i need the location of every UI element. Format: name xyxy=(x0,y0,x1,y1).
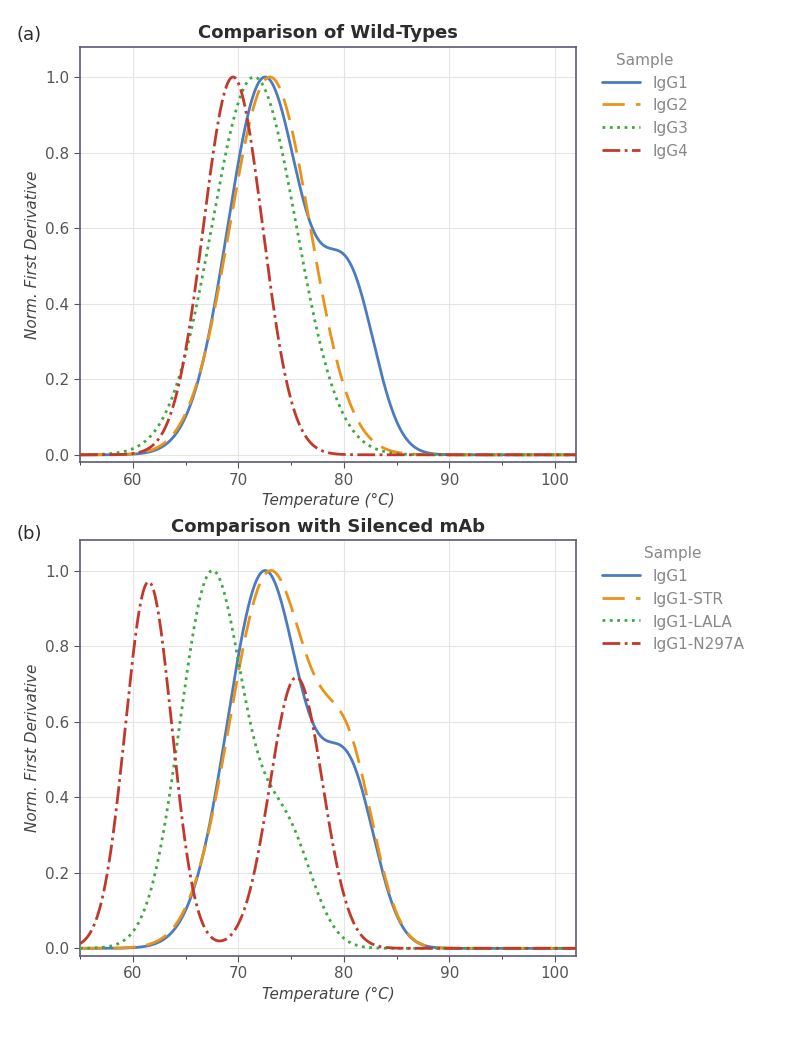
Title: Comparison of Wild-Types: Comparison of Wild-Types xyxy=(198,25,458,43)
Y-axis label: Norm. First Derivative: Norm. First Derivative xyxy=(25,170,40,339)
Y-axis label: Norm. First Derivative: Norm. First Derivative xyxy=(25,664,40,832)
Legend: IgG1, IgG2, IgG3, IgG4: IgG1, IgG2, IgG3, IgG4 xyxy=(596,47,694,165)
X-axis label: Temperature (°C): Temperature (°C) xyxy=(262,987,394,1002)
Text: (a): (a) xyxy=(16,26,41,44)
Text: (b): (b) xyxy=(16,525,42,542)
Legend: IgG1, IgG1-STR, IgG1-LALA, IgG1-N297A: IgG1, IgG1-STR, IgG1-LALA, IgG1-N297A xyxy=(596,540,750,659)
Title: Comparison with Silenced mAb: Comparison with Silenced mAb xyxy=(171,518,485,536)
X-axis label: Temperature (°C): Temperature (°C) xyxy=(262,494,394,508)
